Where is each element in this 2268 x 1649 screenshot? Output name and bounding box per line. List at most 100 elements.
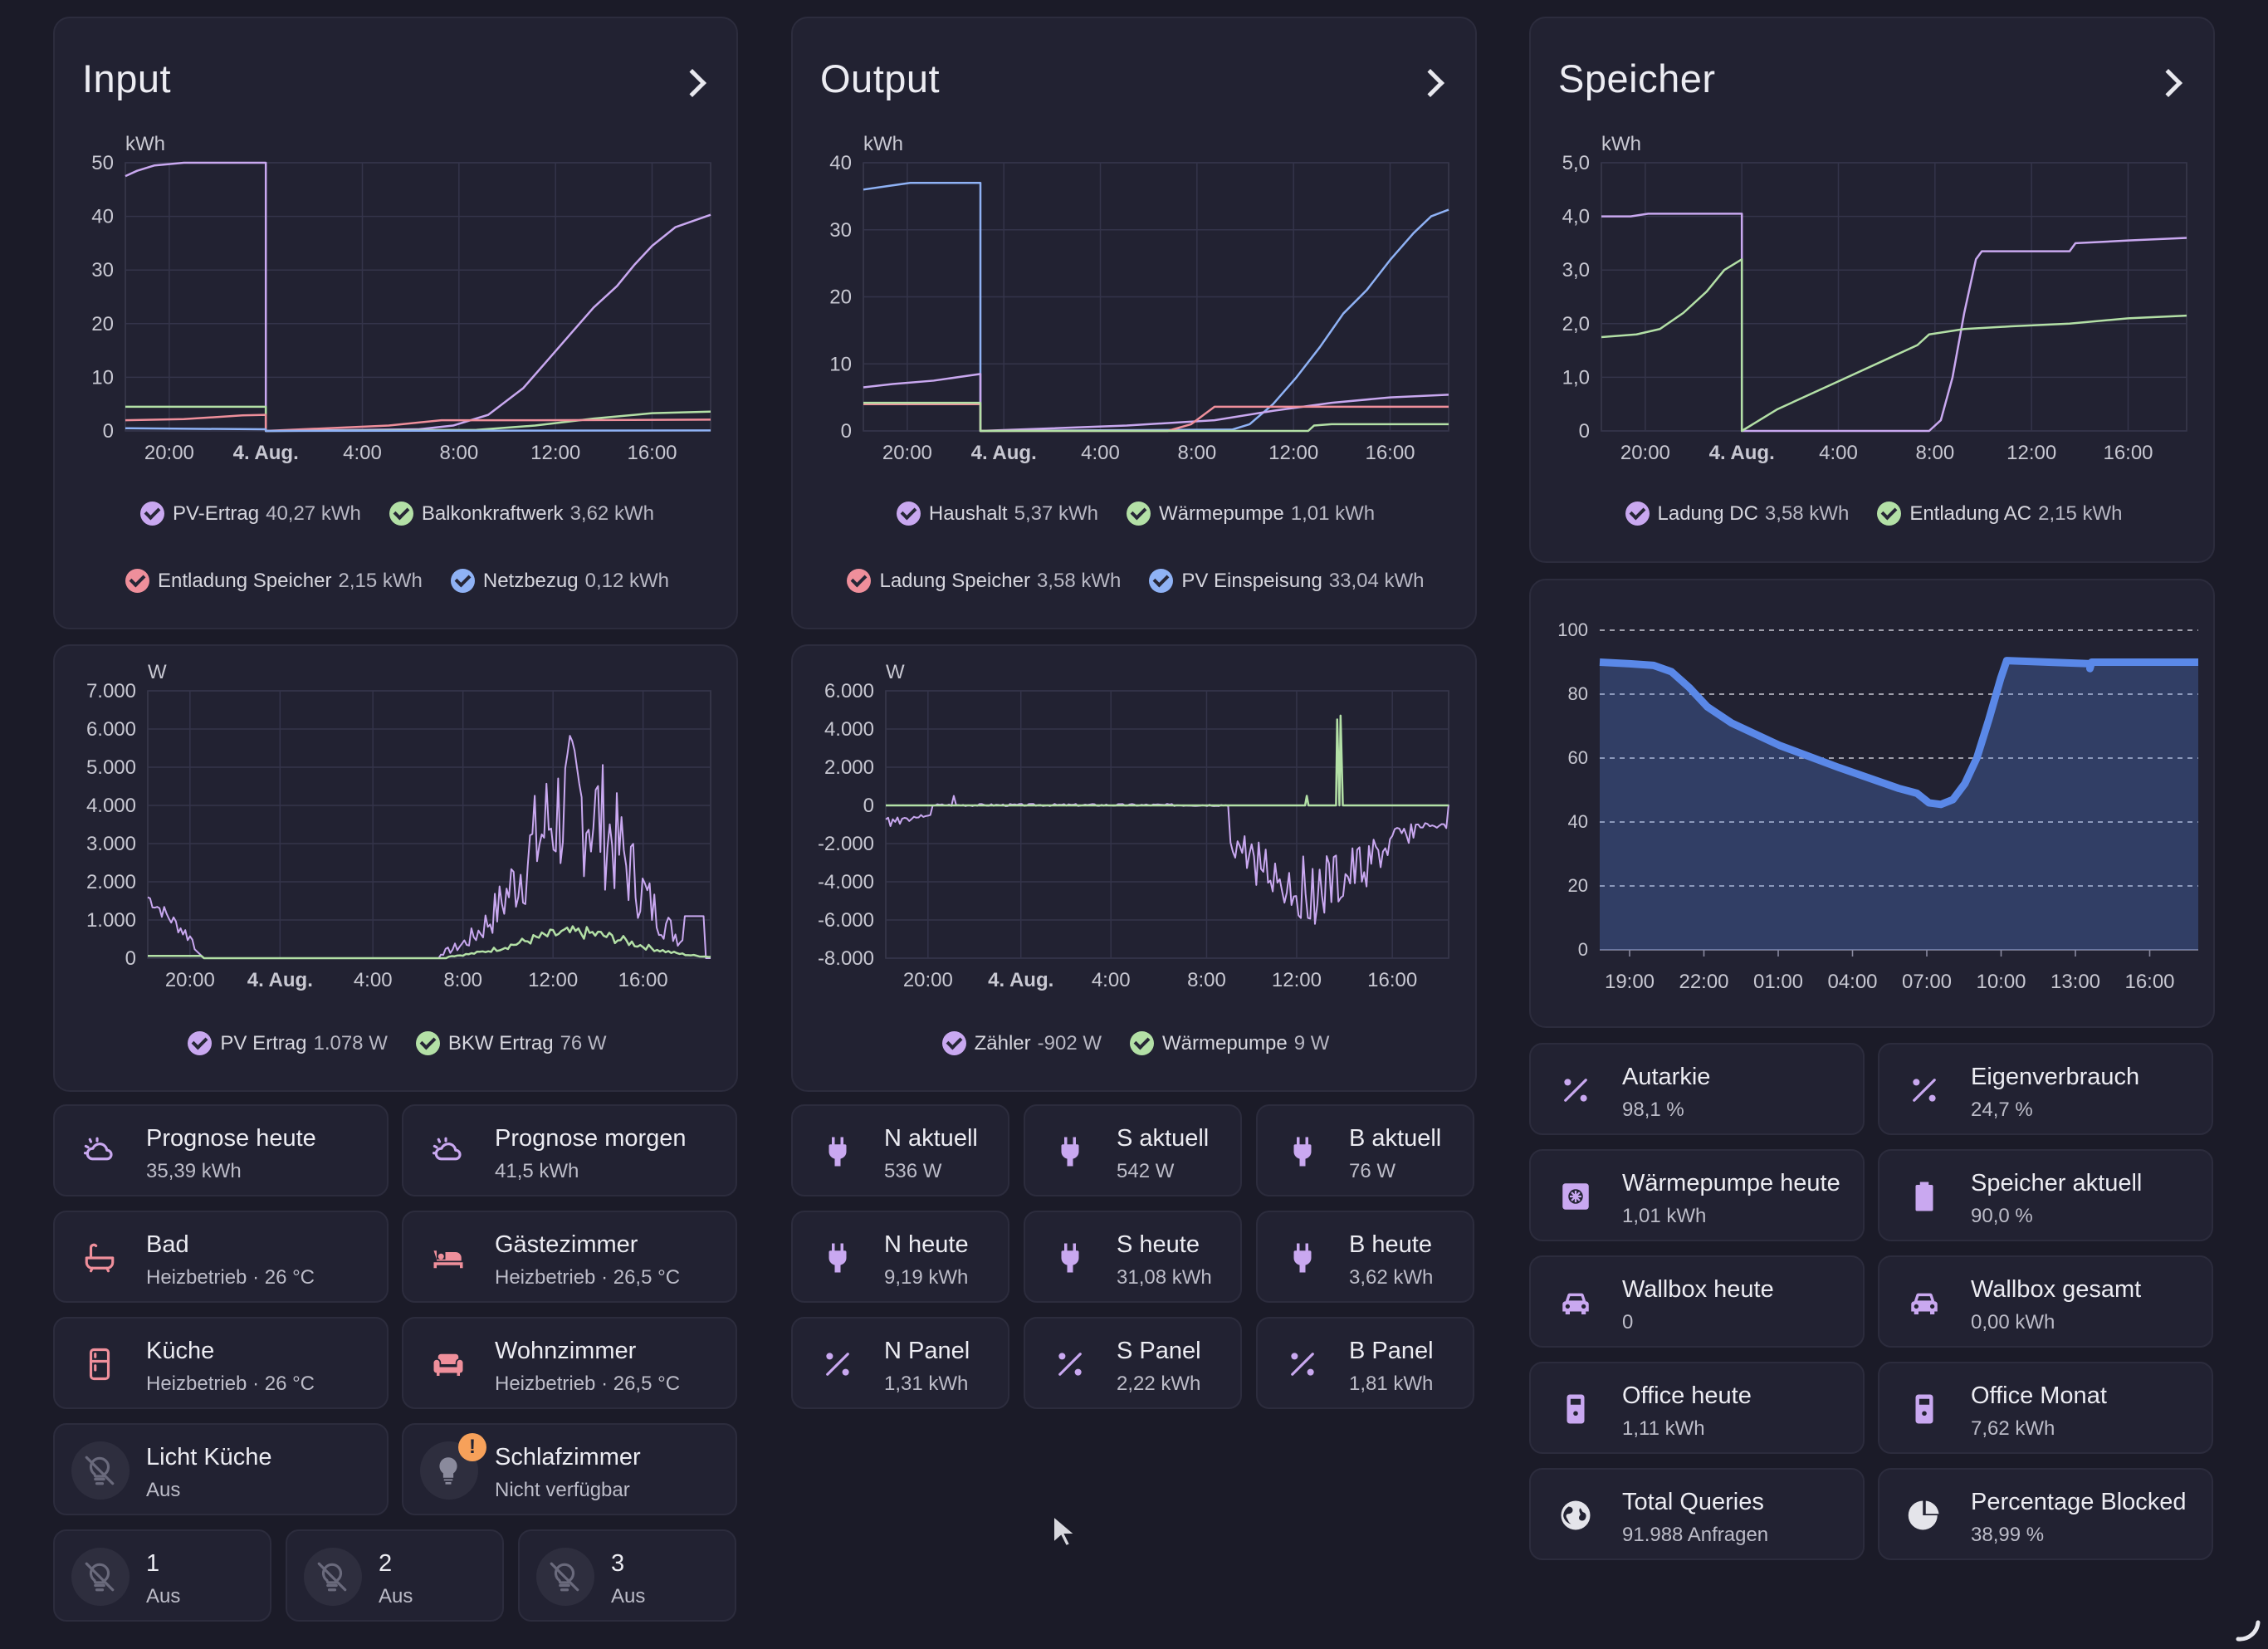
tile-name: Office Monat xyxy=(1971,1382,2107,1409)
bed-icon[interactable] xyxy=(431,1240,466,1275)
legend-label: Zähler xyxy=(974,1031,1031,1054)
lightbulb-icon[interactable] xyxy=(431,1453,466,1488)
tick-label: 5,0 xyxy=(1562,152,1590,174)
legend-item[interactable]: PV Einspeisung 33,04 kWh xyxy=(1149,569,1425,593)
tile-name: Percentage Blocked xyxy=(1971,1489,2187,1515)
power-plug-icon[interactable] xyxy=(820,1240,855,1275)
tile-licht-küche[interactable]: Licht Küche Aus xyxy=(53,1423,389,1515)
check-circle-icon xyxy=(125,569,149,593)
pie-chart-icon[interactable] xyxy=(1907,1498,1942,1533)
tile-autarkie[interactable]: Autarkie 98,1 % xyxy=(1529,1043,1865,1135)
lightbulb-off-icon[interactable] xyxy=(82,1453,117,1488)
output-energy-chart: 40 30 20 10 0 20:00 4. Aug. 4:00 8:00 12:00 16:00 k… xyxy=(829,133,1449,464)
bathtub-icon[interactable] xyxy=(82,1240,117,1275)
tile-s-aktuell[interactable]: S aktuell 542 W xyxy=(1024,1104,1242,1196)
legend-item[interactable]: Ladung DC 3,58 kWh xyxy=(1625,502,1849,526)
series-line xyxy=(886,714,1449,807)
tile-s-heute[interactable]: S heute 31,08 kWh xyxy=(1024,1211,1242,1303)
fridge-icon[interactable] xyxy=(82,1347,117,1382)
legend-item[interactable]: Ladung Speicher 3,58 kWh xyxy=(847,569,1121,593)
car-icon[interactable] xyxy=(1558,1285,1593,1320)
lightbulb-off-icon[interactable] xyxy=(547,1559,582,1594)
percent-icon[interactable] xyxy=(1558,1073,1593,1108)
tick-label: 4,0 xyxy=(1562,206,1590,228)
legend-item[interactable]: Entladung Speicher 2,15 kWh xyxy=(125,569,423,593)
tick-label: W xyxy=(148,661,167,683)
weather-partly-cloudy-icon[interactable] xyxy=(431,1134,466,1169)
sofa-icon[interactable] xyxy=(431,1347,466,1382)
tile-b-heute[interactable]: B heute 3,62 kWh xyxy=(1256,1211,1474,1303)
car-icon[interactable] xyxy=(1907,1285,1942,1320)
tick-label: 5.000 xyxy=(86,756,136,779)
globe-icon[interactable] xyxy=(1558,1498,1593,1533)
tile-n-panel[interactable]: N Panel 1,31 kWh xyxy=(791,1317,1009,1409)
tile-küche[interactable]: Küche Heizbetrieb · 26 °C xyxy=(53,1317,389,1409)
power-plug-icon[interactable] xyxy=(1285,1134,1320,1169)
legend-item[interactable]: PV Ertrag 1.078 W xyxy=(188,1031,388,1055)
legend-item[interactable]: Entladung AC 2,15 kWh xyxy=(1877,502,2122,526)
tile-gästezimmer[interactable]: Gästezimmer Heizbetrieb · 26,5 °C xyxy=(402,1211,737,1303)
tile-schlafzimmer[interactable]: ! Schlafzimmer Nicht verfügbar xyxy=(402,1423,737,1515)
tick-label: 50 xyxy=(91,152,114,174)
meter-icon[interactable] xyxy=(1907,1392,1942,1426)
percent-icon[interactable] xyxy=(820,1347,855,1382)
tick-label: 12:00 xyxy=(528,969,578,991)
legend-item[interactable]: BKW Ertrag 76 W xyxy=(415,1031,607,1055)
percent-icon[interactable] xyxy=(1285,1347,1320,1382)
lightbulb-off-icon[interactable] xyxy=(315,1559,349,1594)
percent-icon[interactable] xyxy=(1907,1073,1942,1108)
output-energy-legend-row2: Ladung Speicher 3,58 kWh PV Einspeisung 33,… xyxy=(793,569,1479,593)
legend-item[interactable]: Zähler -902 W xyxy=(941,1031,1102,1055)
tile-state: 35,39 kWh xyxy=(146,1160,242,1182)
power-plug-icon[interactable] xyxy=(1053,1240,1088,1275)
meter-icon[interactable] xyxy=(1558,1392,1593,1426)
tile-name: B aktuell xyxy=(1349,1125,1442,1152)
power-plug-icon[interactable] xyxy=(1285,1240,1320,1275)
legend-item[interactable]: Balkonkraftwerk 3,62 kWh xyxy=(389,502,654,526)
tile-prognose-heute[interactable]: Prognose heute 35,39 kWh xyxy=(53,1104,389,1196)
tile-name: B Panel xyxy=(1349,1338,1434,1364)
tile-state: 0 xyxy=(1622,1311,1634,1333)
percent-icon[interactable] xyxy=(1053,1347,1088,1382)
tile-wallbox-heute[interactable]: Wallbox heute 0 xyxy=(1529,1255,1865,1348)
heat-pump-icon[interactable] xyxy=(1558,1179,1593,1214)
weather-partly-cloudy-icon[interactable] xyxy=(82,1134,117,1169)
tile-office-monat[interactable]: Office Monat 7,62 kWh xyxy=(1878,1362,2213,1454)
tile-1[interactable]: 1 Aus xyxy=(53,1529,271,1622)
plot-frame xyxy=(885,690,1449,959)
battery-icon[interactable] xyxy=(1907,1179,1942,1214)
tile-3[interactable]: 3 Aus xyxy=(518,1529,736,1622)
tile-state: 98,1 % xyxy=(1622,1099,1684,1121)
tile-speicher-aktuell[interactable]: Speicher aktuell 90,0 % xyxy=(1878,1149,2213,1241)
tile-percentage-blocked[interactable]: Percentage Blocked 38,99 % xyxy=(1878,1468,2213,1560)
tick-label: 2,0 xyxy=(1562,313,1590,335)
tile-wärmepumpe-heute[interactable]: Wärmepumpe heute 1,01 kWh xyxy=(1529,1149,1865,1241)
tile-prognose-morgen[interactable]: Prognose morgen 41,5 kWh xyxy=(402,1104,737,1196)
tile-office-heute[interactable]: Office heute 1,11 kWh xyxy=(1529,1362,1865,1454)
speicher-soc-chart: 100 80 60 40 20 0 19:00 22:00 01:00 04:00 07:00 10:… xyxy=(1557,619,2198,993)
tile-bad[interactable]: Bad Heizbetrieb · 26 °C xyxy=(53,1211,389,1303)
tile-wohnzimmer[interactable]: Wohnzimmer Heizbetrieb · 26,5 °C xyxy=(402,1317,737,1409)
check-circle-icon xyxy=(941,1031,966,1055)
output-energy-card: Output 40 30 20 10 0 20:00 4. Aug. 4:00 8:00 12:0… xyxy=(791,17,1477,629)
lightbulb-off-icon[interactable] xyxy=(82,1559,117,1594)
legend-item[interactable]: PV-Ertrag 40,27 kWh xyxy=(140,502,361,526)
tile-b-panel[interactable]: B Panel 1,81 kWh xyxy=(1256,1317,1474,1409)
tile-s-panel[interactable]: S Panel 2,22 kWh xyxy=(1024,1317,1242,1409)
legend-label: Balkonkraftwerk xyxy=(421,502,564,525)
tile-n-heute[interactable]: N heute 9,19 kWh xyxy=(791,1211,1009,1303)
tile-eigenverbrauch[interactable]: Eigenverbrauch 24,7 % xyxy=(1878,1043,2213,1135)
legend-item[interactable]: Netzbezug 0,12 kWh xyxy=(450,569,669,593)
legend-item[interactable]: Haushalt 5,37 kWh xyxy=(896,502,1098,526)
legend-item[interactable]: Wärmepumpe 9 W xyxy=(1130,1031,1329,1055)
tick-label: 4. Aug. xyxy=(971,442,1037,464)
tile-n-aktuell[interactable]: N aktuell 536 W xyxy=(791,1104,1009,1196)
power-plug-icon[interactable] xyxy=(820,1134,855,1169)
warning-icon: ! xyxy=(458,1433,486,1461)
legend-item[interactable]: Wärmepumpe 1,01 kWh xyxy=(1127,502,1375,526)
tile-total-queries[interactable]: Total Queries 91.988 Anfragen xyxy=(1529,1468,1865,1560)
tile-wallbox-gesamt[interactable]: Wallbox gesamt 0,00 kWh xyxy=(1878,1255,2213,1348)
power-plug-icon[interactable] xyxy=(1053,1134,1088,1169)
tile-b-aktuell[interactable]: B aktuell 76 W xyxy=(1256,1104,1474,1196)
tile-2[interactable]: 2 Aus xyxy=(286,1529,504,1622)
